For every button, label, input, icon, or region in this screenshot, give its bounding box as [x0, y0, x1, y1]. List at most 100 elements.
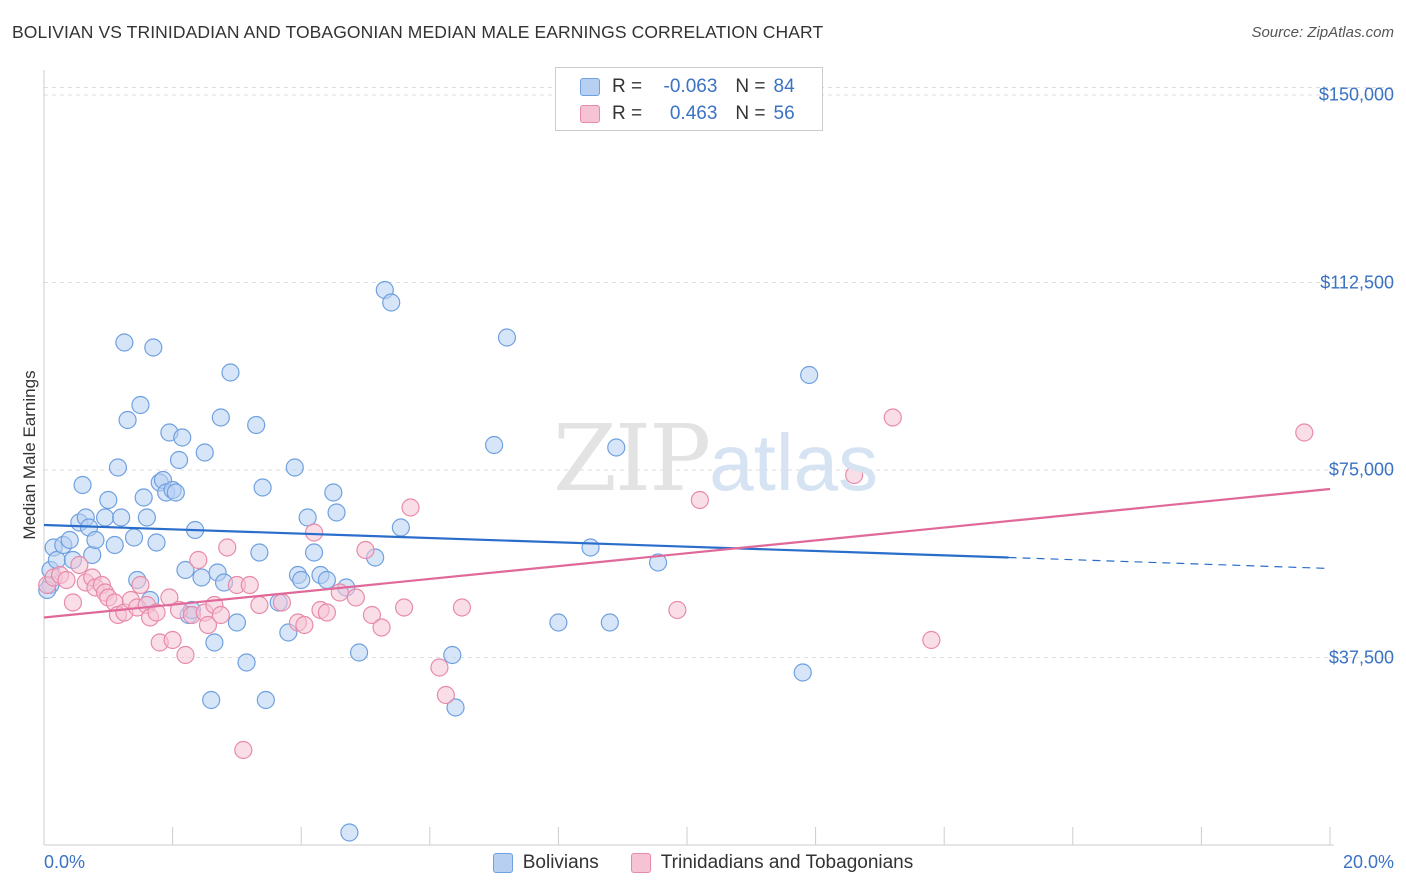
bolivians-point	[134, 488, 153, 507]
bolivians-point	[600, 613, 619, 632]
legend-swatch-trinidadians	[630, 853, 651, 873]
bolivians-point	[285, 458, 304, 477]
trinidadians-point	[922, 630, 941, 650]
legend-r-label: R =	[612, 103, 643, 124]
bolivians-point	[800, 365, 819, 385]
bolivians-point	[169, 450, 189, 470]
bolivians-point	[173, 428, 192, 447]
zipatlas-watermark: ZIPatlas	[553, 405, 879, 512]
bolivians-point	[112, 508, 131, 527]
bolivians-point	[144, 338, 163, 357]
trinidadians-point	[176, 645, 195, 665]
bolivians-point	[131, 395, 150, 415]
bolivians-point	[137, 508, 156, 527]
trinidadians-point	[317, 603, 337, 622]
trinidadians-point	[295, 615, 314, 635]
trinidadians-point	[845, 465, 864, 485]
bolivians-point	[443, 645, 462, 665]
trinidadians-point	[70, 555, 89, 575]
trinidadians-point	[356, 540, 375, 560]
legend-swatch-bolivians	[580, 78, 600, 96]
legend-n-value: 56	[773, 103, 795, 124]
bolivians-point	[221, 363, 240, 382]
bolivians-point	[317, 570, 337, 590]
trinidadians-point	[1295, 423, 1314, 442]
bolivians-point	[205, 633, 224, 652]
legend-label-bolivians: Bolivians	[522, 852, 599, 873]
bolivians-point	[176, 560, 195, 580]
bolivians-point	[108, 458, 128, 477]
trinidadians-point	[346, 588, 365, 607]
bolivians-point	[324, 483, 343, 502]
bolivians-point	[73, 475, 92, 495]
legend-item-trinidadians[interactable]: Trinidadians and Tobagonians	[630, 852, 914, 874]
trinidadians-point	[234, 740, 253, 760]
bolivians-point	[86, 530, 105, 550]
trinidadians-trend-line	[43, 487, 1331, 619]
bolivians-point	[192, 568, 211, 587]
bolivians-point	[340, 823, 359, 842]
y-tick-label: $75,000	[1328, 459, 1394, 480]
bolivians-point	[147, 533, 166, 552]
trinidadians-point	[211, 605, 230, 625]
series-legend: Bolivians Trinidadians and Tobagonians	[0, 852, 1406, 874]
trinidadians-point	[163, 630, 182, 650]
bolivians-point	[227, 613, 246, 632]
bolivians-trend-line-extension	[1008, 556, 1331, 570]
legend-row-trinidadians: R = 0.463 N = 56	[580, 101, 795, 127]
bolivians-point	[327, 503, 346, 522]
legend-item-bolivians[interactable]: Bolivians	[492, 852, 599, 874]
trinidadians-point	[189, 550, 208, 570]
bolivians-point	[304, 543, 324, 562]
bolivians-point	[391, 518, 410, 537]
bolivians-point	[105, 535, 124, 555]
legend-label-trinidadians: Trinidadians and Tobagonians	[660, 852, 914, 873]
trinidadians-point	[690, 490, 709, 510]
bolivians-point	[124, 528, 144, 547]
bolivians-point	[237, 653, 256, 672]
trinidadians-point	[272, 593, 292, 612]
trinidadians-point	[372, 618, 391, 637]
correlation-legend: R = -0.063 N = 84 R = 0.463 N = 56	[555, 67, 823, 131]
trinidadians-point	[436, 685, 455, 705]
bolivians-point	[581, 538, 600, 557]
trinidadians-point	[394, 598, 414, 617]
bolivians-point	[95, 508, 115, 527]
bolivians-point	[211, 408, 230, 427]
trinidadians-point	[218, 538, 237, 557]
trinidadians-point	[250, 595, 269, 615]
bolivians-point	[298, 508, 317, 527]
bolivians-point	[648, 553, 668, 572]
legend-r-value: -0.063	[663, 76, 718, 97]
legend-r-value: 0.463	[669, 103, 718, 124]
legend-n-value: 84	[773, 76, 795, 97]
bolivians-point	[115, 333, 134, 352]
bolivians-point	[99, 490, 118, 510]
bolivians-point	[60, 530, 79, 550]
bolivians-point	[607, 438, 626, 457]
trinidadians-point	[430, 658, 449, 677]
bolivians-trend-line	[43, 523, 1009, 559]
bolivians-point	[446, 698, 465, 717]
y-tick-label: $37,500	[1328, 647, 1394, 667]
trinidadians-point	[362, 605, 382, 625]
bolivians-point	[118, 410, 137, 430]
bolivians-point	[497, 328, 517, 347]
trinidadians-point	[452, 598, 472, 617]
trinidadians-point	[401, 498, 420, 517]
bolivians-point	[195, 443, 214, 462]
bolivians-point	[253, 478, 272, 497]
y-tick-label: $112,500	[1320, 272, 1394, 292]
legend-r-label: R =	[612, 76, 643, 97]
x-tick-max: 20.0%	[1342, 852, 1394, 872]
legend-row-bolivians: R = -0.063 N = 84	[580, 74, 795, 100]
trinidadians-point	[198, 615, 218, 635]
bolivians-point	[202, 690, 221, 710]
bolivians-point	[793, 663, 812, 682]
y-axis-title: Median Male Earnings	[20, 370, 39, 540]
y-tick-label: $150,000	[1318, 84, 1394, 105]
bolivians-point	[382, 293, 401, 312]
x-tick-min: 0.0%	[44, 852, 86, 872]
source-note: Source: ZipAtlas.com	[1251, 24, 1394, 41]
